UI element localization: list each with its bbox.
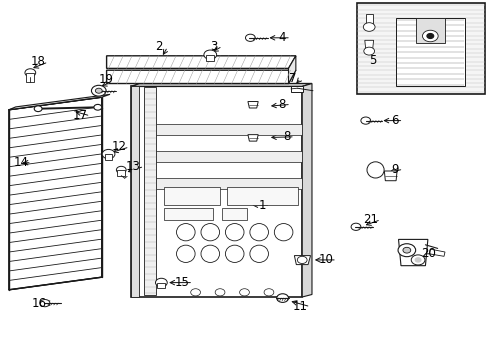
Ellipse shape bbox=[366, 162, 384, 178]
Circle shape bbox=[25, 69, 36, 77]
Circle shape bbox=[276, 294, 288, 302]
Polygon shape bbox=[302, 84, 311, 297]
Bar bbox=[163, 187, 220, 205]
Circle shape bbox=[215, 289, 224, 296]
Polygon shape bbox=[398, 239, 427, 266]
Circle shape bbox=[40, 300, 50, 307]
Circle shape bbox=[360, 117, 370, 124]
Polygon shape bbox=[365, 14, 372, 25]
Polygon shape bbox=[156, 151, 302, 162]
Text: 4: 4 bbox=[278, 31, 285, 44]
Text: 9: 9 bbox=[390, 163, 398, 176]
Ellipse shape bbox=[274, 224, 292, 241]
Polygon shape bbox=[247, 135, 258, 141]
Polygon shape bbox=[290, 86, 303, 92]
Ellipse shape bbox=[201, 224, 219, 241]
Ellipse shape bbox=[249, 224, 268, 241]
Circle shape bbox=[91, 85, 106, 96]
Circle shape bbox=[297, 256, 306, 264]
Text: 19: 19 bbox=[99, 73, 114, 86]
Circle shape bbox=[34, 106, 42, 112]
Polygon shape bbox=[415, 18, 444, 43]
Text: 12: 12 bbox=[111, 140, 126, 153]
Polygon shape bbox=[9, 97, 102, 290]
Circle shape bbox=[203, 50, 216, 59]
Polygon shape bbox=[294, 256, 310, 265]
Polygon shape bbox=[364, 40, 373, 50]
Text: 10: 10 bbox=[318, 253, 333, 266]
Circle shape bbox=[422, 30, 437, 42]
Polygon shape bbox=[428, 249, 444, 256]
Circle shape bbox=[363, 23, 374, 31]
Polygon shape bbox=[104, 154, 112, 160]
Polygon shape bbox=[157, 283, 165, 288]
Polygon shape bbox=[395, 18, 464, 86]
Circle shape bbox=[95, 88, 102, 93]
Polygon shape bbox=[131, 84, 311, 86]
Text: 7: 7 bbox=[288, 72, 295, 85]
Circle shape bbox=[410, 255, 424, 265]
Text: 1: 1 bbox=[258, 199, 265, 212]
Circle shape bbox=[239, 289, 249, 296]
Bar bbox=[227, 187, 298, 205]
Circle shape bbox=[363, 47, 374, 55]
Text: 18: 18 bbox=[30, 55, 45, 68]
Polygon shape bbox=[156, 124, 302, 135]
Circle shape bbox=[264, 289, 273, 296]
Polygon shape bbox=[206, 55, 214, 61]
Text: 14: 14 bbox=[14, 156, 29, 169]
Ellipse shape bbox=[225, 224, 244, 241]
Text: 8: 8 bbox=[283, 130, 290, 143]
Circle shape bbox=[397, 244, 415, 257]
Text: 11: 11 bbox=[292, 300, 307, 313]
Polygon shape bbox=[131, 86, 302, 297]
Circle shape bbox=[102, 149, 115, 159]
Polygon shape bbox=[384, 171, 396, 181]
Circle shape bbox=[426, 33, 433, 39]
Polygon shape bbox=[131, 86, 139, 297]
Circle shape bbox=[414, 258, 420, 262]
Ellipse shape bbox=[176, 224, 195, 241]
Ellipse shape bbox=[176, 245, 195, 262]
Bar bbox=[356, 3, 484, 94]
Ellipse shape bbox=[201, 245, 219, 262]
Text: 6: 6 bbox=[390, 114, 398, 127]
Text: 2: 2 bbox=[155, 40, 163, 53]
Circle shape bbox=[116, 166, 126, 174]
Text: 5: 5 bbox=[368, 54, 376, 67]
Polygon shape bbox=[144, 87, 156, 295]
Circle shape bbox=[94, 104, 102, 110]
Text: 21: 21 bbox=[362, 213, 377, 226]
Text: 20: 20 bbox=[421, 247, 435, 260]
Ellipse shape bbox=[225, 245, 244, 262]
Polygon shape bbox=[288, 56, 295, 84]
Polygon shape bbox=[247, 102, 258, 108]
Polygon shape bbox=[9, 94, 110, 110]
Circle shape bbox=[155, 278, 167, 287]
Ellipse shape bbox=[249, 245, 268, 262]
Text: 8: 8 bbox=[278, 98, 285, 111]
Polygon shape bbox=[106, 56, 295, 68]
Bar bbox=[163, 208, 212, 220]
Polygon shape bbox=[26, 73, 34, 82]
Text: 13: 13 bbox=[126, 160, 141, 173]
Polygon shape bbox=[117, 170, 125, 176]
Circle shape bbox=[245, 34, 255, 41]
Bar bbox=[222, 208, 246, 220]
Polygon shape bbox=[106, 70, 295, 84]
Text: 16: 16 bbox=[32, 297, 47, 310]
Circle shape bbox=[350, 223, 360, 230]
Circle shape bbox=[190, 289, 200, 296]
Circle shape bbox=[402, 247, 410, 253]
Text: 17: 17 bbox=[72, 109, 87, 122]
Polygon shape bbox=[156, 178, 302, 189]
Text: 3: 3 bbox=[210, 40, 217, 53]
Text: 15: 15 bbox=[175, 276, 189, 289]
